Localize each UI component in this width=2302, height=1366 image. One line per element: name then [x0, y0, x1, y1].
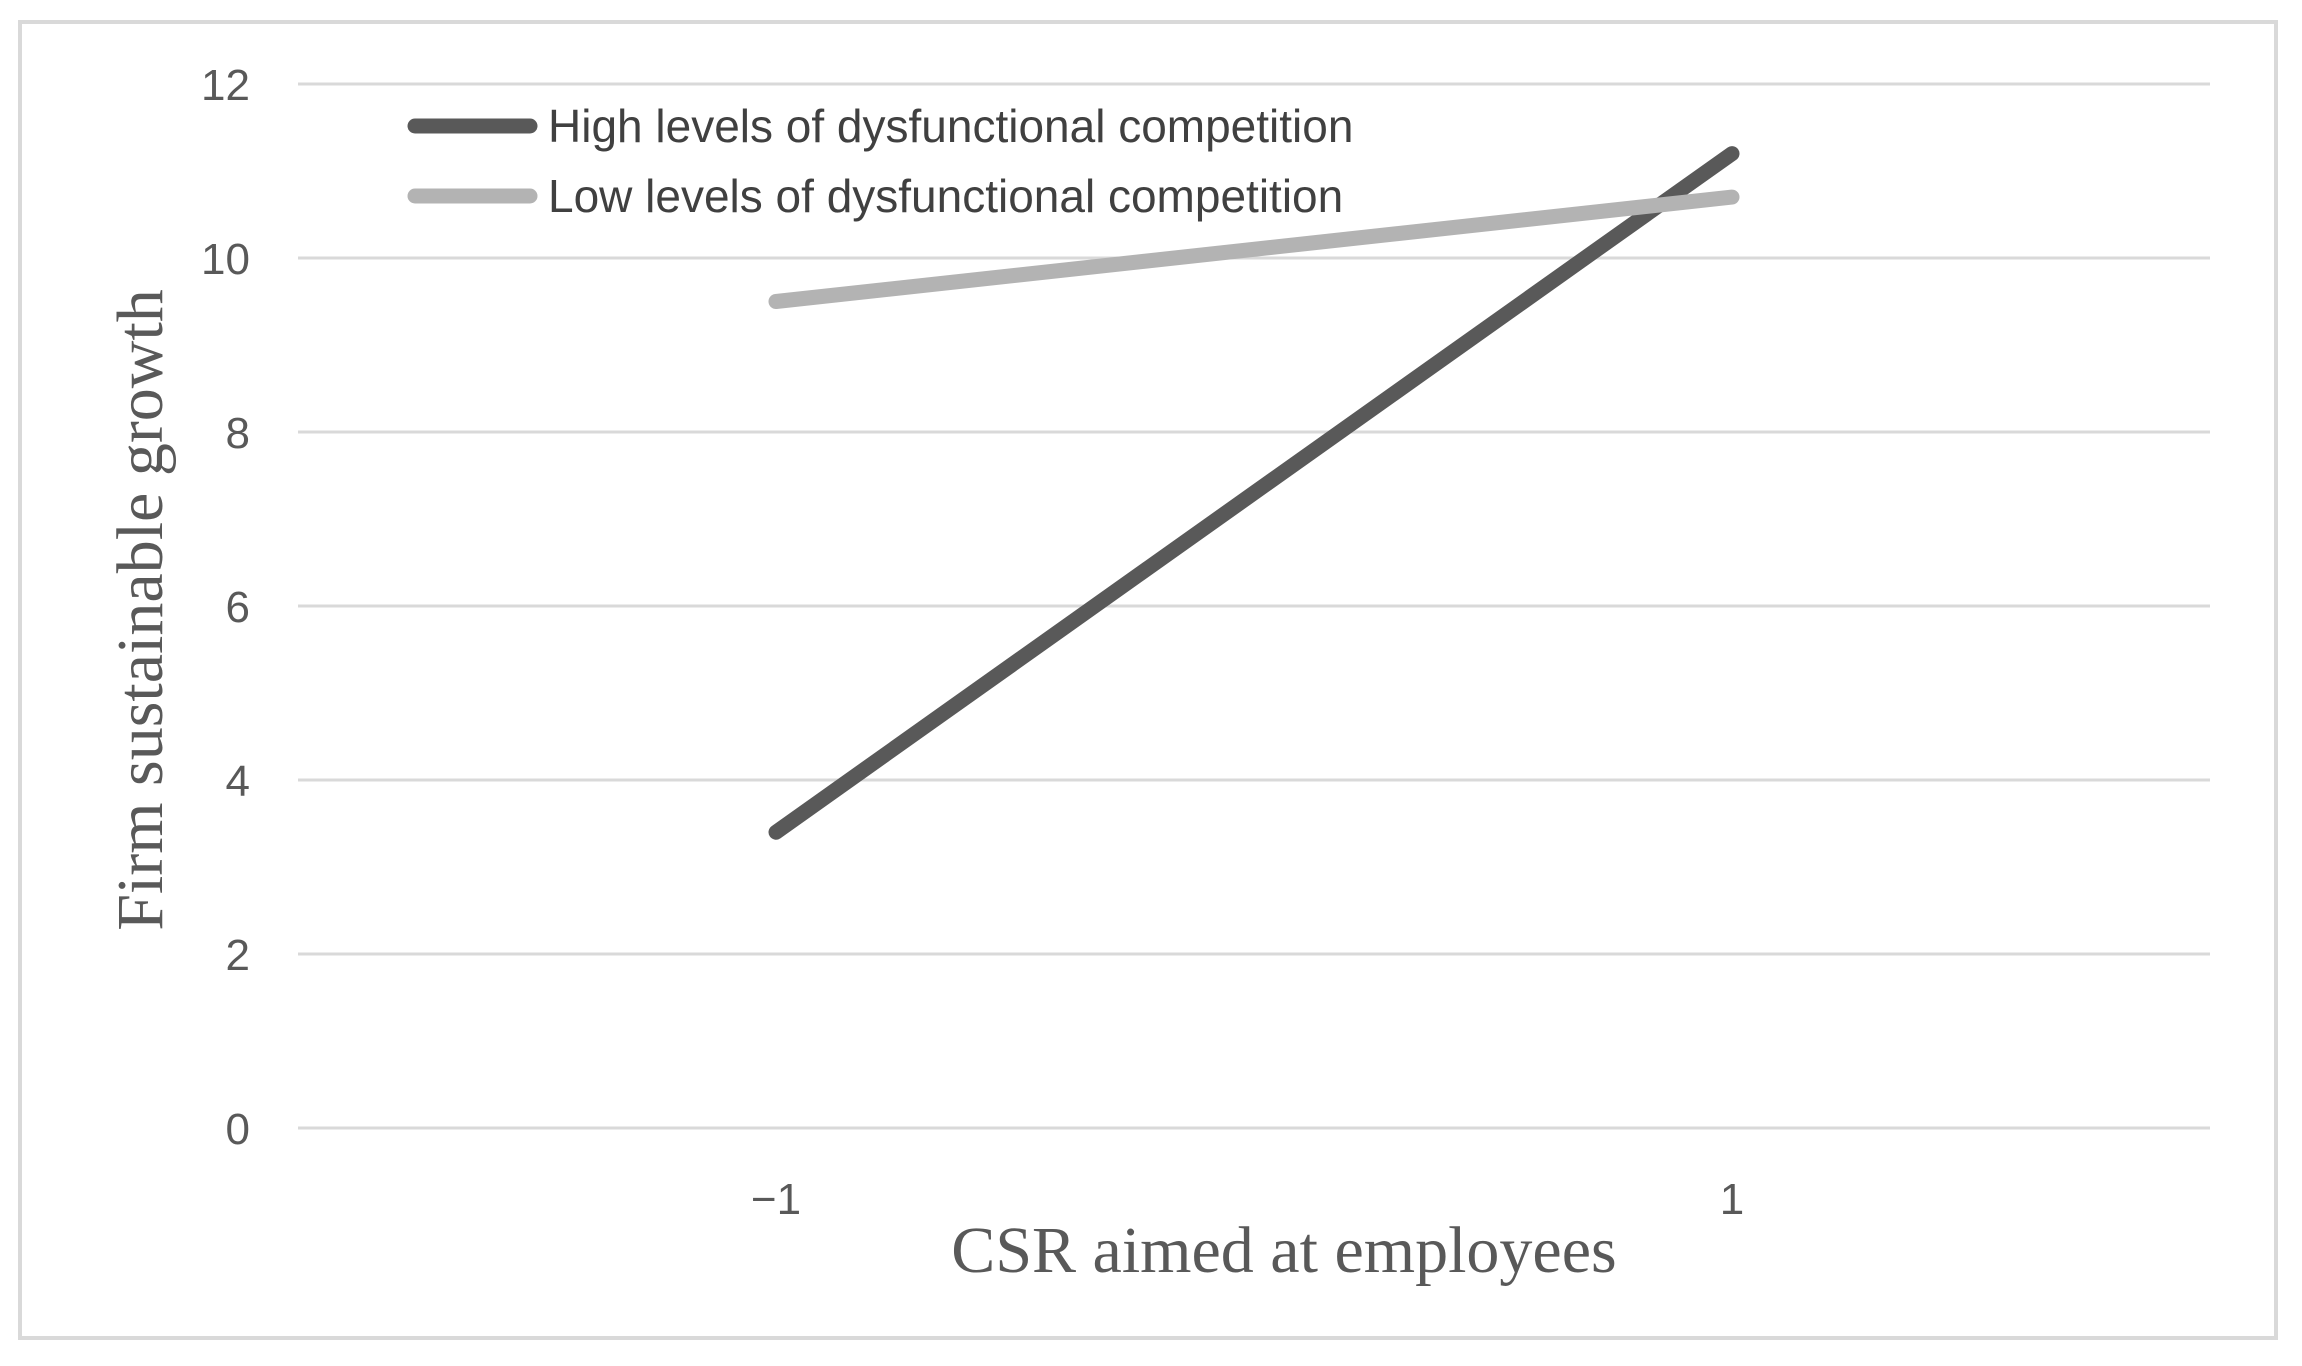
chart-frame — [18, 20, 2278, 1340]
y-tick-label: 12 — [201, 61, 250, 110]
x-tick-label: 1 — [1720, 1175, 1744, 1224]
legend: High levels of dysfunctional competition… — [407, 100, 1353, 222]
series-line-high — [768, 146, 1740, 840]
y-tick-label: 4 — [226, 757, 250, 806]
y-tick-labels: 0 2 4 6 8 10 12 — [201, 61, 250, 1154]
y-tick-label: 2 — [226, 931, 250, 980]
x-tick-label: −1 — [751, 1175, 801, 1224]
legend-label: High levels of dysfunctional competition — [548, 100, 1353, 152]
gridlines — [298, 82, 2210, 1130]
x-axis-title: CSR aimed at employees — [951, 1214, 1616, 1287]
legend-label: Low levels of dysfunctional competition — [548, 170, 1343, 222]
y-tick-label: 10 — [201, 235, 250, 284]
y-axis-title: Firm sustainable growth — [104, 289, 177, 931]
x-tick-labels: −1 1 — [751, 1175, 1744, 1224]
series-line-low — [768, 189, 1740, 309]
series-lines — [768, 146, 1740, 840]
y-tick-label: 0 — [226, 1105, 250, 1154]
y-tick-label: 8 — [226, 409, 250, 458]
y-tick-label: 6 — [226, 583, 250, 632]
